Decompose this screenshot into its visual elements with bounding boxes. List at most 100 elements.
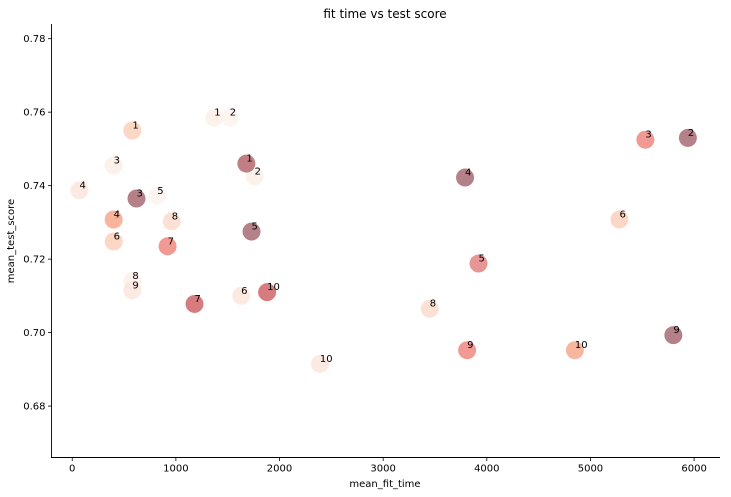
scatter-point: 7 (158, 236, 177, 256)
scatter-point-label: 3 (136, 189, 142, 200)
scatter-point-marker (310, 354, 329, 373)
scatter-point-label: 10 (320, 354, 333, 365)
scatter-point-label: 6 (241, 286, 247, 297)
scatter-point-label: 4 (79, 180, 85, 191)
scatter-point-label: 1 (214, 108, 220, 119)
scatter-point-label: 2 (255, 166, 261, 177)
y-tick-label: 0.74 (23, 181, 45, 192)
scatter-point-label: 8 (172, 211, 178, 222)
scatter-point-marker (148, 186, 167, 205)
scatter-point-marker (636, 130, 655, 149)
scatter-point-label: 1 (246, 154, 252, 165)
y-tick-label: 0.78 (23, 34, 45, 45)
scatter-point-label: 1 (132, 121, 138, 132)
scatter-point: 3 (636, 130, 655, 149)
x-tick-label: 0 (69, 464, 75, 475)
scatter-point: 9 (458, 340, 477, 360)
scatter-point: 6 (610, 209, 629, 229)
scatter-point-label: 6 (114, 231, 120, 242)
scatter-point: 4 (70, 180, 89, 200)
scatter-point-marker (245, 167, 264, 186)
scatter-point: 5 (148, 186, 167, 205)
scatter-point-marker (678, 128, 697, 147)
scatter-point-marker (664, 326, 683, 345)
scatter-point: 1 (123, 121, 142, 140)
scatter-point-marker (127, 189, 146, 208)
scatter-point-marker (185, 294, 204, 313)
scatter-point-label: 5 (252, 222, 258, 233)
scatter-point-label: 2 (230, 108, 236, 119)
scatter-point: 6 (232, 286, 251, 305)
scatter-point-label: 8 (430, 299, 436, 310)
scatter-point-label: 6 (619, 209, 625, 220)
scatter-point-marker (123, 121, 142, 140)
x-tick-label: 6000 (681, 464, 706, 475)
scatter-point: 5 (242, 222, 261, 241)
scatter-point: 9 (664, 325, 683, 345)
scatter-point-marker (610, 210, 629, 229)
y-tick-label: 0.68 (23, 402, 45, 413)
scatter-point-marker (162, 212, 181, 231)
y-axis-label: mean_test_score (6, 199, 17, 283)
scatter-point-label: 7 (195, 294, 201, 305)
scatter-point-marker (104, 156, 123, 175)
scatter-point-marker (104, 232, 123, 251)
scatter-point: 1 (237, 154, 256, 173)
scatter-point: 9 (123, 280, 142, 300)
y-tick-label: 0.76 (23, 108, 45, 119)
x-tick-label: 4000 (474, 464, 499, 475)
scatter-point-marker (104, 210, 123, 229)
scatter-point-label: 10 (267, 282, 280, 293)
scatter-point-marker (205, 108, 224, 127)
scatter-point-marker (237, 154, 256, 173)
scatter-point-label: 10 (575, 340, 588, 351)
scatter-point: 10 (258, 282, 280, 302)
scatter-point-label: 4 (465, 168, 471, 179)
y-tick-label: 0.70 (23, 328, 45, 339)
scatter-point: 1 (205, 108, 224, 127)
scatter-point: 2 (678, 128, 697, 147)
points-layer: 123457829610886164107395710135492 (70, 108, 697, 373)
scatter-point-label: 9 (467, 340, 473, 351)
scatter-point-label: 5 (157, 186, 163, 197)
scatter-point: 2 (245, 166, 264, 186)
y-tick-label: 0.72 (23, 255, 45, 266)
axes-layer (51, 24, 720, 458)
scatter-point-label: 7 (168, 236, 174, 247)
x-tick-label: 1000 (163, 464, 188, 475)
scatter-point: 6 (104, 231, 123, 251)
scatter-point-marker (458, 341, 477, 360)
scatter-point-label: 2 (688, 128, 694, 139)
scatter-point-marker (232, 286, 251, 305)
scatter-point: 3 (127, 189, 146, 208)
scatter-point-marker (220, 108, 239, 127)
scatter-point-marker (469, 254, 488, 273)
scatter-point-label: 3 (114, 155, 120, 166)
x-tick-label: 5000 (578, 464, 603, 475)
scatter-point-marker (123, 281, 142, 300)
scatter-point-marker (70, 181, 89, 200)
scatter-point-marker (456, 168, 475, 187)
x-axis-label: mean_fit_time (349, 479, 420, 490)
scatter-point: 10 (310, 354, 333, 373)
x-ticks: 0 1000 2000 3000 4000 5000 6000 (69, 457, 707, 475)
scatter-point: 5 (469, 254, 488, 273)
scatter-point-label: 9 (673, 325, 679, 336)
scatter-point: 8 (162, 211, 181, 231)
scatter-point: 2 (220, 108, 239, 127)
scatter-point-label: 8 (132, 271, 138, 282)
scatter-point: 3 (104, 155, 123, 175)
scatter-point: 4 (104, 209, 123, 229)
scatter-point-label: 3 (645, 130, 651, 141)
scatter-point: 10 (565, 340, 588, 360)
scatter-point-label: 9 (132, 280, 138, 291)
x-tick-label: 3000 (370, 464, 395, 475)
scatter-point-marker (420, 299, 439, 318)
scatter-point-marker (565, 341, 584, 360)
scatter-point-marker (258, 283, 277, 302)
scatter-point-marker (158, 237, 177, 256)
scatter-point-marker (242, 222, 261, 241)
scatter-point: 7 (185, 294, 204, 313)
